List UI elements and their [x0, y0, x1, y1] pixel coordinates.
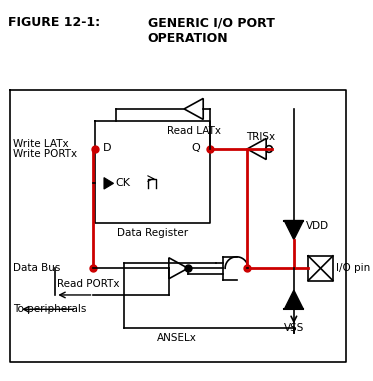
Polygon shape — [104, 178, 113, 189]
Text: VSS: VSS — [283, 323, 304, 333]
Text: Data Register: Data Register — [117, 228, 188, 238]
Text: VDD: VDD — [306, 221, 329, 231]
Text: To peripherals: To peripherals — [13, 304, 87, 314]
Text: ANSELx: ANSELx — [157, 333, 197, 343]
Text: Q: Q — [192, 143, 200, 153]
Text: I/O pin: I/O pin — [336, 263, 370, 273]
Text: Write PORTx: Write PORTx — [13, 149, 78, 160]
Text: GENERIC I/O PORT
OPERATION: GENERIC I/O PORT OPERATION — [148, 16, 275, 45]
Text: Read PORTx: Read PORTx — [57, 280, 120, 290]
Text: Write LATx: Write LATx — [13, 139, 69, 149]
Text: FIGURE 12-1:: FIGURE 12-1: — [7, 16, 100, 29]
Text: TRISx: TRISx — [246, 132, 275, 142]
Text: CK: CK — [115, 178, 131, 188]
Polygon shape — [284, 290, 303, 309]
Text: D: D — [103, 143, 112, 153]
Text: Data Bus: Data Bus — [13, 263, 61, 273]
Polygon shape — [284, 221, 303, 240]
Text: Read LATx: Read LATx — [167, 126, 221, 136]
